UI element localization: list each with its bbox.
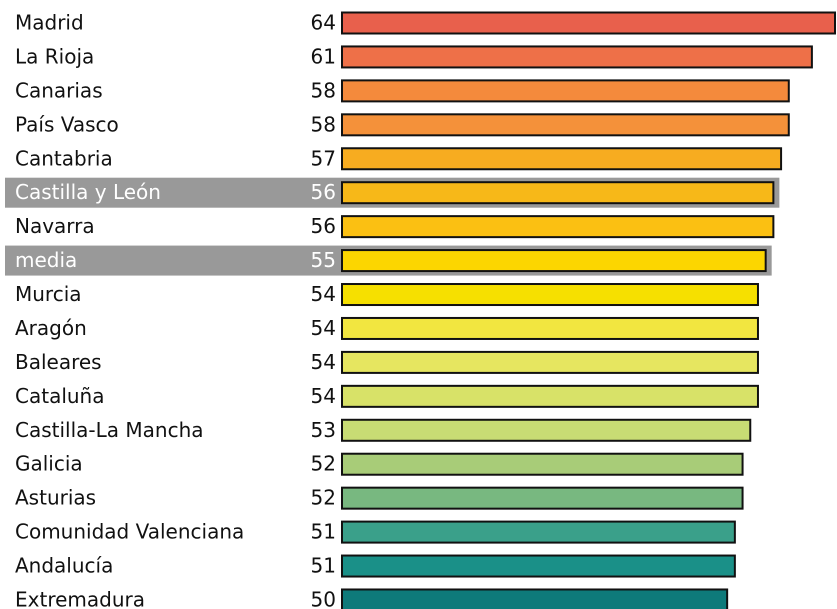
- category-label: Comunidad Valenciana: [15, 520, 244, 544]
- value-label: 54: [311, 282, 336, 306]
- bar: [341, 384, 759, 408]
- value-label: 64: [311, 11, 336, 35]
- bar: [341, 215, 775, 239]
- bar: [341, 350, 759, 374]
- category-label: Cataluña: [15, 384, 104, 408]
- category-label: País Vasco: [15, 112, 119, 136]
- value-label: 56: [311, 214, 336, 238]
- value-label: 54: [311, 350, 336, 374]
- bar: [341, 11, 836, 35]
- value-label: 55: [311, 248, 336, 272]
- bar: [341, 181, 775, 205]
- category-label: Castilla-La Mancha: [15, 418, 204, 442]
- value-label: 54: [311, 316, 336, 340]
- bar: [341, 283, 759, 307]
- value-label: 58: [311, 112, 336, 136]
- bar: [341, 452, 744, 476]
- bar: [341, 147, 783, 171]
- bar: [341, 316, 759, 340]
- bar: [341, 79, 790, 103]
- bar: [341, 554, 736, 578]
- category-label: Baleares: [15, 350, 102, 374]
- value-label: 54: [311, 384, 336, 408]
- bar: [341, 249, 767, 273]
- category-label: Canarias: [15, 78, 103, 102]
- bar: [341, 418, 752, 442]
- value-label: 52: [311, 486, 336, 510]
- bar: [341, 113, 790, 137]
- category-label: La Rioja: [15, 44, 94, 68]
- value-label: 52: [311, 452, 336, 476]
- value-label: 57: [311, 146, 336, 170]
- bar: [341, 588, 729, 609]
- category-label: Navarra: [15, 214, 95, 238]
- value-label: 61: [311, 44, 336, 68]
- category-label: Madrid: [15, 11, 84, 35]
- value-label: 58: [311, 78, 336, 102]
- category-label: Cantabria: [15, 146, 113, 170]
- value-label: 50: [311, 587, 336, 609]
- category-label: Asturias: [15, 486, 96, 510]
- bar: [341, 520, 736, 544]
- category-label: Galicia: [15, 452, 83, 476]
- category-label: Castilla y León: [15, 180, 161, 204]
- value-label: 51: [311, 554, 336, 578]
- value-label: 51: [311, 520, 336, 544]
- value-label: 53: [311, 418, 336, 442]
- category-label: Extremadura: [15, 587, 145, 609]
- bar: [341, 486, 744, 510]
- category-label: Murcia: [15, 282, 82, 306]
- category-label: Aragón: [15, 316, 87, 340]
- bar: [341, 45, 813, 69]
- value-label: 56: [311, 180, 336, 204]
- category-label: media: [15, 248, 77, 272]
- category-label: Andalucía: [15, 554, 113, 578]
